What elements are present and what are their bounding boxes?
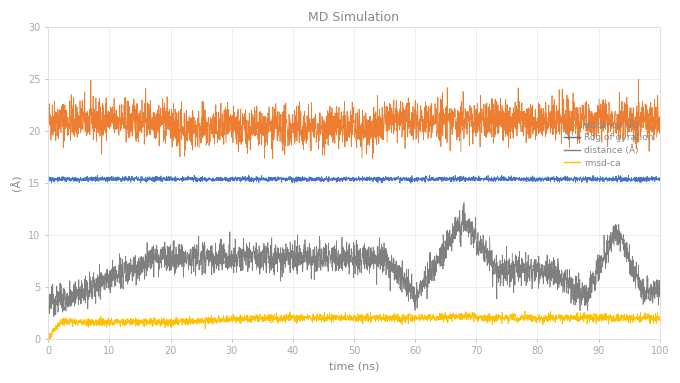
distance (Å) [44, 113, 52, 118]
rmsd-ca [305, 316, 313, 320]
Rog of gyration [114, 178, 122, 183]
Rog of gyration [44, 179, 52, 184]
distance (Å) [634, 77, 643, 82]
rmsd-ca [656, 318, 664, 322]
distance (Å) [578, 280, 586, 285]
Legend: distance (Å), Rog of gyration, distance (Å), rmsd-ca: distance (Å), Rog of gyration, distance … [562, 119, 656, 169]
distance (Å) [644, 291, 652, 295]
distance (Å) [656, 119, 664, 124]
distance (Å) [305, 245, 313, 250]
Rog of gyration [644, 177, 652, 181]
Y-axis label: (Å): (Å) [11, 174, 22, 191]
distance (Å) [150, 255, 158, 260]
rmsd-ca [45, 336, 53, 341]
Rog of gyration [190, 173, 199, 177]
rmsd-ca [114, 319, 122, 323]
rmsd-ca [644, 314, 652, 319]
distance (Å) [644, 111, 652, 116]
X-axis label: time (ns): time (ns) [328, 362, 379, 372]
Line: distance (Å): distance (Å) [48, 79, 660, 159]
rmsd-ca [150, 316, 158, 320]
distance (Å) [50, 314, 58, 319]
distance (Å) [460, 200, 468, 205]
distance (Å) [114, 115, 122, 120]
distance (Å) [369, 157, 377, 161]
Line: Rog of gyration: Rog of gyration [48, 175, 660, 183]
distance (Å) [150, 135, 158, 140]
distance (Å) [114, 273, 122, 278]
Rog of gyration [656, 178, 664, 183]
distance (Å) [279, 250, 287, 254]
Rog of gyration [150, 176, 158, 181]
distance (Å) [305, 125, 313, 129]
Rog of gyration [279, 175, 287, 180]
rmsd-ca [44, 334, 52, 338]
Rog of gyration [578, 177, 586, 182]
distance (Å) [656, 284, 664, 288]
distance (Å) [279, 137, 287, 141]
rmsd-ca [578, 314, 586, 318]
Rog of gyration [305, 178, 313, 183]
rmsd-ca [521, 309, 529, 313]
Line: rmsd-ca: rmsd-ca [48, 311, 660, 339]
Title: MD Simulation: MD Simulation [309, 11, 399, 24]
Line: distance (Å): distance (Å) [48, 203, 660, 317]
Rog of gyration [407, 181, 415, 185]
distance (Å) [44, 308, 52, 313]
rmsd-ca [279, 318, 287, 322]
distance (Å) [578, 113, 586, 118]
